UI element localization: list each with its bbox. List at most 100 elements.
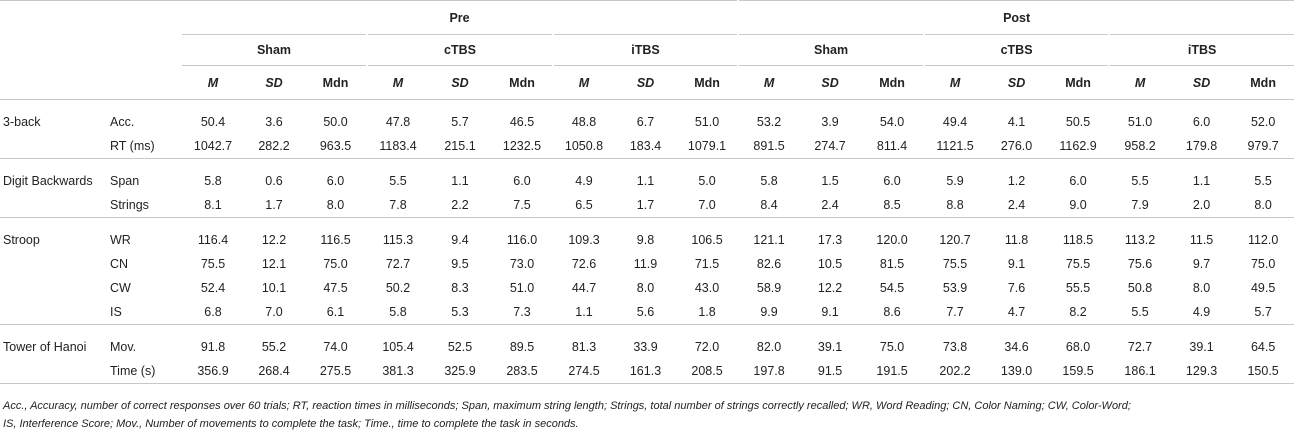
value-cell: 33.9 (633, 340, 658, 354)
value-cell: 5.8 (367, 300, 429, 325)
value-cell: 75.6 (1127, 257, 1153, 271)
value-cell: 44.7 (571, 281, 597, 295)
value-cell: 7.3 (491, 300, 553, 325)
stat-header: Mdn (491, 65, 553, 100)
value-cell: 1121.5 (924, 134, 987, 159)
value-cell: 11.8 (1004, 233, 1029, 247)
value-cell: 75.5 (1065, 257, 1091, 271)
value-cell: 7.0 (676, 193, 739, 218)
value-cell: 5.6 (615, 300, 676, 325)
value-cell: 105.4 (382, 340, 414, 354)
measure-label: RT (ms) (110, 134, 182, 159)
value-cell: 8.6 (860, 300, 925, 325)
measure-label: Acc. (110, 115, 135, 129)
value-cell: 8.3 (451, 281, 469, 295)
stat-header: SD (615, 65, 676, 100)
value-cell: 82.6 (756, 257, 782, 271)
value-cell: 183.4 (615, 134, 676, 159)
value-cell: 12.1 (261, 257, 287, 271)
stat-header: Mdn (676, 65, 739, 100)
value-cell: 5.5 (1254, 174, 1272, 188)
value-cell: 7.6 (1007, 281, 1026, 295)
value-cell: 1.5 (821, 174, 839, 188)
value-cell: 1.7 (244, 193, 304, 218)
spacer-row (0, 159, 1294, 170)
table-row: 3-back Acc. 50.4 3.6 50.0 47.8 5.7 46.5 48.8 6.7 5… (0, 110, 1294, 134)
value-cell: 8.2 (1047, 300, 1110, 325)
value-cell: 11.5 (1189, 233, 1214, 247)
measure-label: WR (110, 233, 131, 247)
value-cell: 53.2 (756, 115, 782, 129)
value-cell: 75.0 (1250, 257, 1276, 271)
value-cell: 274.5 (553, 359, 615, 384)
value-cell: 275.5 (304, 359, 367, 384)
value-cell: 7.0 (244, 300, 304, 325)
value-cell: 5.9 (946, 174, 964, 188)
value-cell: 6.0 (1192, 115, 1211, 129)
value-cell: 6.0 (326, 174, 345, 188)
value-cell: 6.0 (513, 174, 531, 188)
value-cell: 73.0 (509, 257, 535, 271)
measure-label: Time (s) (110, 359, 182, 384)
value-cell: 274.7 (800, 134, 861, 159)
value-cell: 39.1 (1189, 340, 1214, 354)
value-cell: 9.1 (800, 300, 861, 325)
header-blank (0, 0, 182, 35)
condition-header-post-ctbs: cTBS (923, 34, 1110, 66)
value-cell: 1162.9 (1047, 134, 1110, 159)
value-cell: 81.5 (879, 257, 905, 271)
measure-label: Strings (110, 193, 182, 218)
value-cell: 118.5 (1062, 233, 1094, 247)
task-name (0, 134, 110, 159)
table-row: Digit Backwards Span 5.8 0.6 6.0 5.5 1.1 6.0 4.9… (0, 169, 1294, 193)
stat-header: M (553, 65, 615, 100)
value-cell: 2.0 (1171, 193, 1233, 218)
value-cell: 49.5 (1250, 281, 1276, 295)
value-cell: 72.0 (694, 340, 720, 354)
value-cell: 54.0 (879, 115, 905, 129)
value-cell: 47.8 (385, 115, 411, 129)
value-cell: 112.0 (1247, 233, 1279, 247)
value-cell: 150.5 (1232, 359, 1294, 384)
value-cell: 39.1 (817, 340, 843, 354)
value-cell: 115.3 (382, 233, 414, 247)
condition-header-post-sham: Sham (737, 34, 925, 66)
value-cell: 52.4 (200, 281, 226, 295)
value-cell: 5.5 (389, 174, 407, 188)
value-cell: 11.9 (633, 257, 658, 271)
value-cell: 4.9 (1171, 300, 1233, 325)
value-cell: 6.1 (304, 300, 367, 325)
value-cell: 82.0 (756, 340, 782, 354)
value-cell: 1.2 (1007, 174, 1026, 188)
task-name (0, 300, 110, 325)
value-cell: 75.0 (879, 340, 905, 354)
table-row: IS 6.8 7.0 6.1 5.8 5.3 7.3 1.1 5.6 1.8 9.9 9.1 8.6 7.… (0, 300, 1294, 325)
task-name: 3-back (3, 115, 41, 129)
task-name: Stroop (3, 233, 40, 247)
value-cell: 9.7 (1192, 257, 1211, 271)
value-cell: 159.5 (1047, 359, 1110, 384)
value-cell: 17.3 (817, 233, 843, 247)
value-cell: 5.8 (204, 174, 222, 188)
value-cell: 1.1 (553, 300, 615, 325)
value-cell: 1.1 (636, 174, 655, 188)
stat-header: M (924, 65, 987, 100)
value-cell: 75.5 (942, 257, 968, 271)
value-cell: 129.3 (1171, 359, 1233, 384)
value-cell: 120.0 (876, 233, 908, 247)
table-footnote: Acc., Accuracy, number of correct respon… (3, 397, 1293, 433)
table-row: CN 75.5 12.1 75.0 72.7 9.5 73.0 72.6 11.9 71.5 82.… (0, 252, 1294, 276)
stat-header: SD (800, 65, 861, 100)
stat-header: M (738, 65, 801, 100)
value-cell: 1050.8 (553, 134, 615, 159)
value-cell: 197.8 (738, 359, 801, 384)
value-cell: 89.5 (509, 340, 535, 354)
value-cell: 49.4 (942, 115, 968, 129)
value-cell: 268.4 (244, 359, 304, 384)
stat-header-row: M SD Mdn M SD Mdn M SD Mdn M SD Mdn M SD Mdn M SD Mdn (0, 65, 1294, 100)
value-cell: 116.5 (320, 233, 351, 247)
value-cell: 7.8 (367, 193, 429, 218)
value-cell: 8.8 (924, 193, 987, 218)
value-cell: 51.0 (509, 281, 535, 295)
value-cell: 47.5 (323, 281, 348, 295)
